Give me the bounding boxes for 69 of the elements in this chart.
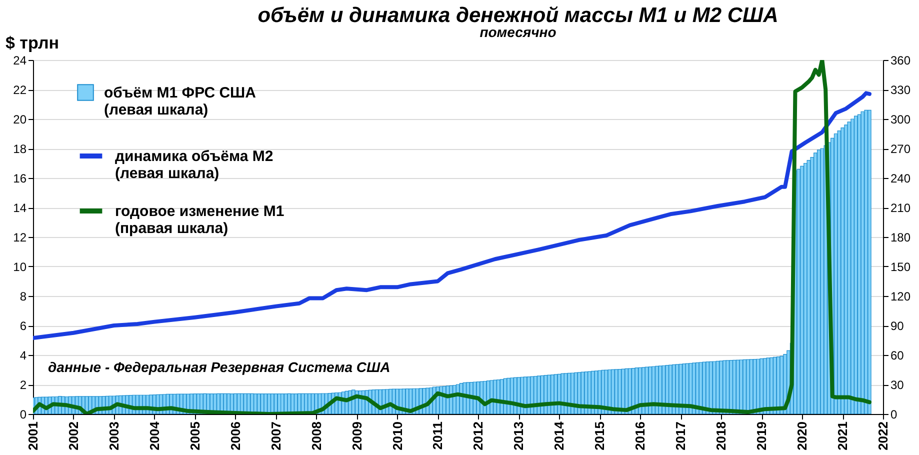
y2-tick-label: 240 bbox=[890, 172, 911, 186]
bar bbox=[800, 166, 804, 414]
annotation: данные - Федеральная Резервная Система США bbox=[48, 359, 390, 375]
x-tick-label: 2016 bbox=[632, 422, 648, 450]
bar bbox=[814, 152, 818, 414]
y-tick-label: 20 bbox=[13, 112, 27, 126]
legend-label: годовое изменение М1 (правая шкала) bbox=[115, 203, 284, 237]
bar bbox=[847, 122, 851, 414]
x-tick-label: 2002 bbox=[66, 422, 81, 450]
line-series bbox=[33, 60, 872, 414]
x-tick-label: 2014 bbox=[552, 420, 567, 450]
y2-tick-label: 210 bbox=[890, 201, 911, 215]
y-tick-label: 12 bbox=[13, 230, 27, 244]
bar bbox=[864, 110, 868, 414]
bar bbox=[868, 110, 872, 414]
x-tick-label: 2018 bbox=[714, 422, 729, 450]
x-tick-label: 2006 bbox=[228, 422, 243, 450]
x-tick-label: 2019 bbox=[754, 422, 770, 450]
x-tick-label: 2020 bbox=[794, 422, 810, 450]
x-tick-label: 2004 bbox=[146, 420, 162, 450]
y2-tick-label: 330 bbox=[890, 83, 911, 97]
y-tick-label: 10 bbox=[13, 260, 27, 274]
y-tick-label: 0 bbox=[20, 408, 27, 422]
y2-tick-label: 120 bbox=[890, 290, 911, 304]
y-tick-label: 2 bbox=[20, 378, 27, 392]
y-tick-label: 22 bbox=[13, 83, 27, 97]
x-tick-label: 2001 bbox=[26, 422, 40, 450]
x-tick-label: 2008 bbox=[308, 422, 324, 450]
y-tick-label: 14 bbox=[13, 201, 27, 215]
x-tick-label: 2009 bbox=[349, 422, 364, 450]
y-tick-label: 16 bbox=[13, 172, 27, 186]
y2-tick-label: 150 bbox=[890, 260, 911, 274]
bar bbox=[816, 150, 821, 414]
x-tick-label: 2005 bbox=[187, 422, 202, 450]
bar bbox=[860, 111, 864, 414]
y-axis-title: $ трлн bbox=[6, 34, 60, 52]
y2-tick-label: 180 bbox=[890, 230, 911, 244]
y2-tick-label: 0 bbox=[890, 408, 898, 422]
y-tick-label: 8 bbox=[20, 290, 27, 304]
y-tick-label: 4 bbox=[20, 348, 27, 362]
y2-tick-label: 300 bbox=[890, 112, 911, 126]
bar bbox=[837, 130, 841, 414]
y-tick-label: 24 bbox=[13, 54, 27, 68]
chart-subtitle: помесячно bbox=[480, 24, 557, 40]
bar bbox=[854, 116, 858, 414]
y2-tick-label: 90 bbox=[890, 319, 904, 333]
x-tick-label: 2017 bbox=[673, 422, 688, 450]
y-tick-label: 6 bbox=[20, 319, 27, 333]
y2-tick-label: 30 bbox=[890, 378, 904, 392]
bar bbox=[804, 162, 808, 414]
bar bbox=[850, 118, 854, 414]
x-tick-label: 2003 bbox=[106, 422, 122, 450]
x-tick-label: 2007 bbox=[268, 422, 284, 450]
x-tick-label: 2015 bbox=[592, 422, 608, 450]
y2-tick-label: 360 bbox=[890, 54, 911, 68]
x-tick-label: 2013 bbox=[511, 422, 526, 450]
legend-label: объём М1 ФРС США (левая шкала) bbox=[104, 84, 256, 118]
x-tick-label: 2011 bbox=[430, 422, 446, 450]
legend-label: динамика объёма М2 (левая шкала) bbox=[115, 148, 274, 182]
y2-tick-label: 270 bbox=[890, 142, 911, 156]
chart-title: объём и динамика денежной массы М1 и М2 США bbox=[258, 4, 778, 27]
x-tick-label: 2022 bbox=[876, 422, 890, 450]
x-tick-label: 2012 bbox=[470, 422, 486, 450]
bar bbox=[840, 128, 844, 414]
x-tick-label: 2021 bbox=[835, 422, 850, 450]
x-tick-label: 2010 bbox=[390, 422, 405, 450]
y-tick-label: 18 bbox=[13, 142, 27, 156]
y2-tick-label: 60 bbox=[890, 348, 904, 362]
bar bbox=[796, 168, 800, 414]
